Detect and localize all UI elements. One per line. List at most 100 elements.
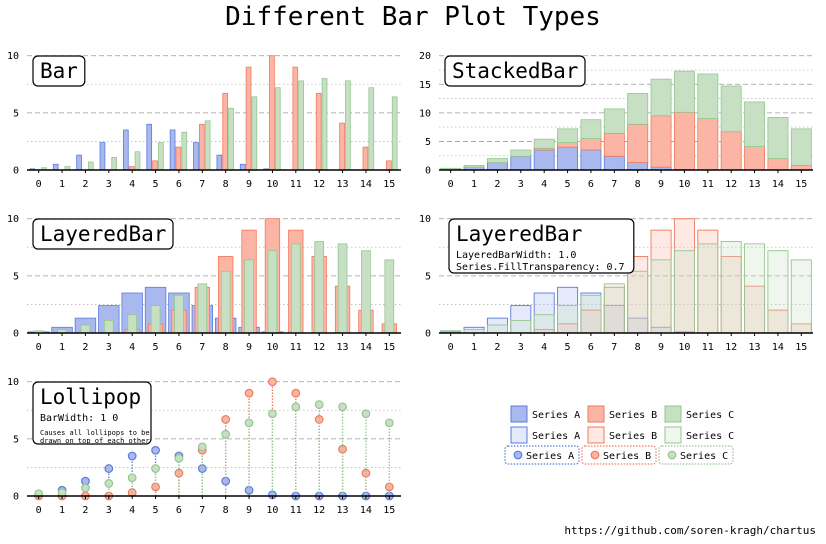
series-a-bar [146, 123, 153, 171]
x-tick-label: 11 [702, 342, 714, 353]
x-tick-label: 8 [635, 179, 641, 190]
legend-marker [590, 450, 600, 460]
y-tick-label: 15 [419, 80, 431, 91]
x-tick-label: 2 [82, 342, 88, 353]
legend-label: Series B [609, 431, 657, 442]
label-box-title: LayeredBar [40, 222, 166, 246]
series-c-point [384, 418, 394, 428]
x-tick-label: 13 [749, 179, 761, 190]
series-b-point [221, 415, 231, 424]
series-c-bar [580, 294, 602, 334]
x-tick-label: 0 [36, 342, 42, 353]
x-tick-label: 8 [223, 505, 229, 516]
series-a-bar [123, 129, 129, 171]
series-c-bar [134, 151, 141, 171]
x-tick-label: 9 [246, 342, 252, 353]
series-a-bar [557, 146, 579, 171]
series-c-bar [314, 241, 325, 334]
series-b-bar [767, 158, 789, 171]
x-tick-label: 10 [678, 179, 690, 190]
series-a-bar [580, 149, 602, 171]
series-c-bar [673, 70, 695, 113]
x-tick-label: 11 [290, 505, 302, 516]
series-a-bar [486, 162, 508, 171]
series-c-bar [790, 128, 812, 166]
series-c-bar [673, 250, 695, 334]
legend-marker [513, 450, 523, 460]
series-c-bar [627, 93, 649, 125]
footer-url: https://github.com/soren-kragh/chartus [564, 524, 816, 537]
x-tick-label: 14 [360, 342, 372, 353]
series-c-bar [174, 294, 184, 334]
y-tick-label: 5 [13, 434, 19, 445]
series-b-bar [245, 66, 252, 171]
series-b-bar [744, 146, 766, 171]
series-b-bar [222, 93, 229, 171]
legend-item-series-c-lollipop [658, 445, 734, 465]
series-c-bar [744, 243, 766, 334]
series-c-point [244, 418, 254, 428]
x-tick-label: 4 [129, 179, 135, 190]
series-a-point [127, 451, 137, 461]
x-tick-label: 1 [59, 505, 65, 516]
series-c-point [221, 429, 231, 439]
series-c-bar [603, 108, 625, 134]
series-a-bar [510, 155, 532, 171]
series-c-bar [181, 131, 188, 171]
y-tick-label: 0 [13, 492, 19, 503]
series-a-bar [216, 154, 223, 171]
series-c-bar [321, 78, 328, 171]
series-b-bar [650, 115, 672, 168]
x-tick-label: 3 [106, 505, 112, 516]
series-c-bar [111, 157, 117, 171]
y-tick-label: 20 [419, 51, 431, 62]
series-c-bar [345, 80, 351, 171]
series-c-bar [150, 305, 161, 334]
series-b-bar [339, 122, 345, 171]
series-b-bar [557, 142, 579, 148]
x-tick-label: 7 [611, 179, 617, 190]
series-b-bar [292, 66, 299, 171]
series-c-bar [486, 324, 508, 334]
series-a-bar [52, 163, 59, 171]
series-c-bar [87, 161, 94, 171]
y-tick-label: 0 [425, 166, 431, 177]
x-tick-label: 15 [383, 342, 395, 353]
x-tick-label: 13 [337, 179, 349, 190]
x-tick-label: 5 [565, 342, 571, 353]
series-c-bar [204, 120, 211, 171]
series-a-bar [627, 162, 649, 171]
legend: Series A Series B Series C Series A Series B… [504, 405, 734, 465]
y-tick-label: 10 [419, 214, 431, 225]
y-tick-label: 0 [13, 329, 19, 340]
series-b-point [291, 388, 301, 398]
series-b-point [361, 468, 371, 478]
x-tick-label: 5 [565, 179, 571, 190]
series-c-bar [557, 128, 579, 143]
series-c-bar [290, 243, 301, 334]
legend-swatch-series-c [664, 405, 682, 423]
label-box-title: StackedBar [452, 59, 578, 83]
label-box-subtitle: Series.FillTransparency: 0.7 [456, 262, 625, 273]
x-tick-label: 7 [199, 505, 205, 516]
x-tick-label: 9 [658, 342, 664, 353]
legend-label: Series C [686, 410, 734, 421]
x-tick-label: 5 [153, 505, 159, 516]
series-c-bar [650, 78, 672, 117]
series-c-point [338, 402, 347, 412]
x-tick-label: 9 [246, 179, 252, 190]
series-c-point [127, 473, 137, 483]
label-box-note: drawn on top of each other [40, 437, 150, 445]
label-box-title: LayeredBar [456, 222, 582, 246]
y-tick-label: 5 [13, 271, 19, 282]
label-box [32, 55, 86, 87]
x-tick-label: 11 [702, 179, 714, 190]
series-c-bar [337, 243, 348, 334]
series-c-bar [384, 259, 395, 334]
label-box-title: Lollipop [40, 385, 141, 409]
series-c-bar [251, 96, 258, 171]
